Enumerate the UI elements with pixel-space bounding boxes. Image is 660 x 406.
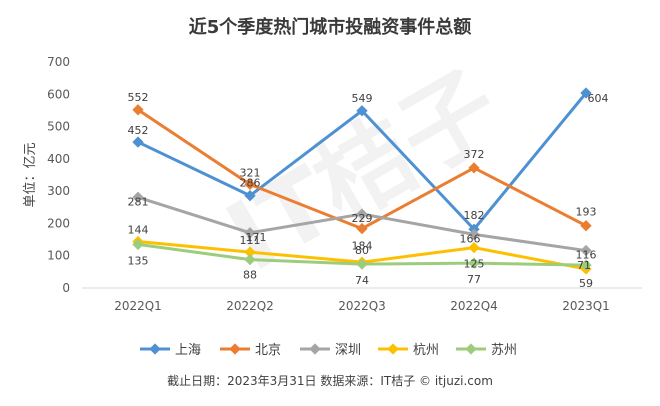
x-tick-label: 2023Q1 [562,299,610,313]
legend-label: 北京 [255,343,281,358]
data-label: 166 [460,232,481,245]
legend-marker [387,343,399,355]
y-tick-label: 100 [47,249,70,263]
data-label: 604 [588,92,609,105]
data-label: 281 [128,195,149,208]
data-label: 229 [352,212,373,225]
data-label: 74 [355,274,369,287]
data-label: 116 [576,249,597,262]
x-tick-label: 2022Q2 [226,299,274,313]
legend-item: 深圳 [300,343,361,358]
x-tick-label: 2022Q1 [114,299,162,313]
legend: 上海 北京 深圳 杭州 苏州 [140,342,517,358]
data-label: 171 [246,231,267,244]
y-tick-label: 400 [47,152,70,166]
data-point [244,190,256,202]
data-point [580,259,592,271]
x-tick-label: 2022Q3 [338,299,386,313]
y-axis-ticks: 0 100 200 300 400 500 600 700 [47,55,70,295]
data-point [468,257,480,269]
data-point [356,222,368,235]
y-tick-label: 0 [62,281,70,295]
data-label: 549 [352,92,373,105]
data-label: 88 [243,269,257,282]
data-label: 77 [467,273,481,286]
data-label: 372 [464,148,485,161]
y-tick-label: 500 [47,120,70,134]
data-point [244,227,256,239]
data-label: 552 [128,91,149,104]
data-labels-group: 452 286 549 182 604 552 321 184 372 193 281 171 229 1… [128,91,609,290]
data-point [468,228,480,241]
data-label: 321 [240,166,261,179]
data-label: 111 [240,234,261,247]
data-point [132,136,144,148]
data-label: 144 [128,224,149,237]
data-label: 80 [355,244,369,257]
data-point [580,244,592,257]
data-label: 59 [579,277,593,290]
legend-label: 杭州 [413,343,439,358]
y-tick-label: 200 [47,216,70,230]
legend-marker [229,343,241,355]
data-label: 193 [576,206,597,219]
legend-label: 上海 [175,343,201,358]
chart-title: 近5个季度热门城市投融资事件总额 [189,16,472,38]
legend-label: 深圳 [335,343,361,358]
data-label: 452 [128,124,149,137]
legend-marker [149,343,161,355]
legend-marker [465,343,477,355]
data-point [468,162,480,174]
data-point [468,241,480,254]
data-point [132,238,144,251]
legend-item: 上海 [140,343,201,358]
data-label: 182 [464,209,485,222]
data-label: 135 [128,254,149,267]
data-label: 71 [577,259,591,272]
data-point [356,258,368,270]
data-point [132,191,144,203]
y-axis-label: 单位：亿元 [23,142,38,207]
y-tick-label: 300 [47,184,70,198]
data-label: 286 [240,177,261,190]
data-point [244,178,256,191]
legend-item: 苏州 [456,342,517,358]
data-point [356,208,368,220]
data-label: 184 [352,240,373,253]
y-tick-label: 600 [47,87,70,101]
y-tick-label: 700 [47,55,70,69]
legend-label: 苏州 [491,342,517,358]
x-axis-ticks: 2022Q1 2022Q2 2022Q3 2022Q4 2023Q1 [114,299,610,313]
legend-item: 杭州 [378,343,439,358]
legend-marker [309,343,321,355]
x-tick-label: 2022Q4 [450,299,498,313]
legend-item: 北京 [220,343,281,358]
data-point [580,220,592,232]
footer-source: 截止日期：2023年3月31日 数据来源：IT桔子 © itjuzi.com [167,373,493,388]
data-label: 125 [464,258,485,271]
